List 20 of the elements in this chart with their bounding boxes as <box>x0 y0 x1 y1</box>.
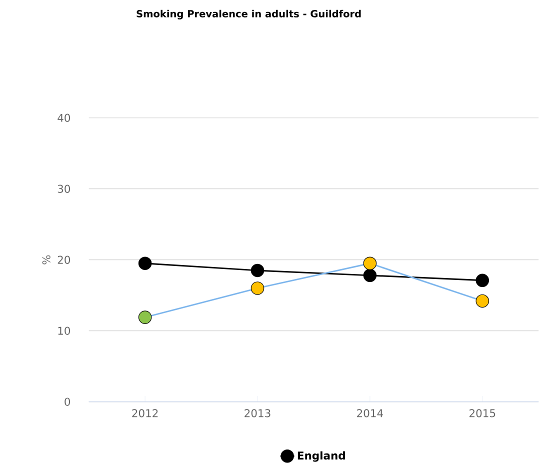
point <box>476 274 490 288</box>
x-tick-label: 2015 <box>470 409 496 418</box>
chart-title: Smoking Prevalence in adults - Guildford <box>136 10 361 20</box>
point <box>250 282 264 295</box>
point <box>138 256 152 270</box>
x-tick-label: 2013 <box>244 409 270 418</box>
y-tick-label: 0 <box>64 398 70 406</box>
y-axis-title: % <box>42 255 50 264</box>
y-tick-label: 30 <box>58 184 70 193</box>
point <box>476 294 490 308</box>
x-tick-label: 2014 <box>357 409 383 418</box>
y-tick-label: 20 <box>58 256 70 264</box>
y-tick-label: 10 <box>58 326 70 335</box>
y-tick-label: 40 <box>58 114 70 122</box>
point <box>363 256 377 270</box>
legend-label: England <box>298 451 345 462</box>
point <box>138 310 152 324</box>
x-tick-label: 2012 <box>132 409 158 418</box>
point <box>250 264 264 278</box>
point <box>363 268 377 282</box>
